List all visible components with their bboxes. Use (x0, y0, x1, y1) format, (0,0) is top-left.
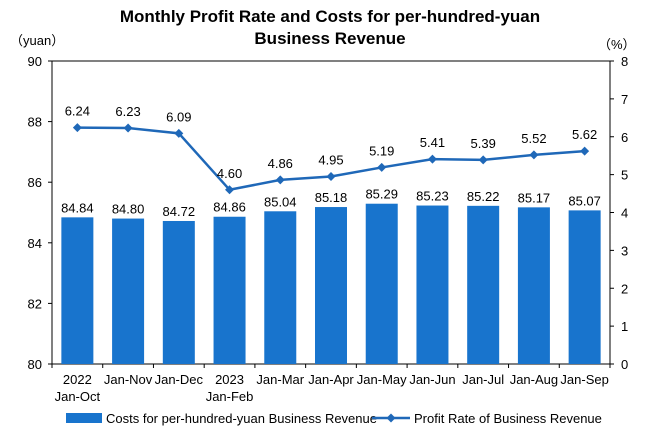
x-axis-category-label: Jan-Oct (55, 389, 101, 404)
left-axis-tick-label: 82 (28, 296, 42, 311)
cost-bar-value-label: 85.17 (518, 190, 551, 205)
left-axis-tick-label: 88 (28, 115, 42, 130)
profit-rate-marker (326, 172, 336, 182)
cost-bar (467, 205, 500, 364)
chart-title-line-2: Business Revenue (254, 29, 406, 48)
x-axis-category-label: Jan-Dec (155, 372, 204, 387)
profit-rate-marker (174, 128, 184, 138)
cost-bar (416, 205, 449, 364)
right-axis-tick-label: 3 (621, 243, 628, 258)
x-axis-category-label: Jan-Jul (462, 372, 504, 387)
legend-profit-marker (386, 413, 396, 423)
cost-bar-value-label: 84.80 (112, 202, 145, 217)
profit-rate-value-label: 5.62 (572, 127, 597, 142)
right-axis-tick-label: 4 (621, 206, 628, 221)
cost-bar-value-label: 85.04 (264, 194, 297, 209)
profit-rate-value-label: 6.09 (166, 109, 191, 124)
cost-bar-value-label: 85.23 (416, 189, 449, 204)
x-axis-category-label: Jan-Mar (256, 372, 304, 387)
cost-bar (61, 217, 94, 364)
x-axis-category-label: Jan-Jun (409, 372, 455, 387)
legend-cost-label: Costs for per-hundred-yuan Business Reve… (106, 411, 377, 426)
cost-bar-value-label: 84.72 (163, 204, 196, 219)
x-axis-category-label: Jan-Sep (560, 372, 608, 387)
profit-rate-value-label: 5.41 (420, 135, 445, 150)
x-axis-category-label: Jan-Feb (206, 389, 254, 404)
cost-bar (162, 220, 195, 364)
profit-rate-marker (72, 123, 82, 133)
right-axis-tick-label: 5 (621, 168, 628, 183)
cost-bar-value-label: 85.22 (467, 189, 500, 204)
right-axis-tick-label: 8 (621, 54, 628, 69)
profit-rate-value-label: 6.23 (115, 104, 140, 119)
profit-rate-value-label: 5.19 (369, 143, 394, 158)
profit-rate-value-label: 5.52 (521, 131, 546, 146)
profit-rate-marker (377, 162, 387, 172)
right-axis-unit: （%） (598, 37, 636, 52)
cost-bar-value-label: 84.86 (213, 200, 246, 215)
right-axis-tick-label: 6 (621, 130, 628, 145)
legend-cost-swatch (66, 413, 102, 423)
profit-rate-marker (225, 185, 235, 195)
legend-profit-label: Profit Rate of Business Revenue (414, 411, 602, 426)
cost-bar (568, 210, 601, 364)
x-axis-category-label: 2022 (63, 372, 92, 387)
x-axis-category-label: Jan-Apr (308, 372, 354, 387)
right-axis-tick-label: 0 (621, 357, 628, 372)
right-axis-tick-label: 2 (621, 281, 628, 296)
left-axis-tick-label: 80 (28, 357, 42, 372)
profit-rate-marker (478, 155, 488, 165)
profit-rate-marker (275, 175, 285, 185)
cost-bar (112, 218, 145, 364)
profit-rate-value-label: 4.86 (268, 156, 293, 171)
cost-bar-value-label: 85.18 (315, 190, 348, 205)
profit-rate-value-label: 4.95 (318, 153, 343, 168)
x-axis-category-label: 2023 (215, 372, 244, 387)
profit-rate-marker (580, 146, 590, 156)
cost-bar (365, 203, 398, 364)
left-axis-tick-label: 90 (28, 54, 42, 69)
profit-rate-marker (427, 154, 437, 164)
cost-bar-value-label: 85.07 (568, 193, 601, 208)
left-axis-tick-label: 86 (28, 175, 42, 190)
profit-rate-value-label: 4.60 (217, 166, 242, 181)
cost-bar (315, 207, 347, 364)
cost-bar (517, 207, 550, 364)
profit-rate-value-label: 6.24 (65, 104, 90, 119)
profit-rate-marker (529, 150, 539, 160)
x-axis-category-label: Jan-May (357, 372, 407, 387)
right-axis-tick-label: 1 (621, 319, 628, 334)
cost-bar-value-label: 84.84 (61, 200, 94, 215)
x-axis-category-label: Jan-Aug (510, 372, 558, 387)
cost-bar-value-label: 85.29 (365, 187, 398, 202)
left-axis-unit: （yuan） (10, 33, 65, 48)
chart-title-line-1: Monthly Profit Rate and Costs for per-hu… (119, 7, 541, 26)
cost-bar (213, 216, 246, 364)
profit-rate-value-label: 5.39 (471, 136, 496, 151)
profit-rate-marker (123, 123, 133, 133)
right-axis-tick-label: 7 (621, 92, 628, 107)
chart-title: Monthly Profit Rate and Costs for per-hu… (0, 6, 660, 50)
left-axis-tick-label: 84 (28, 236, 42, 251)
cost-bar (264, 211, 297, 364)
x-axis-category-label: Jan-Nov (104, 372, 153, 387)
